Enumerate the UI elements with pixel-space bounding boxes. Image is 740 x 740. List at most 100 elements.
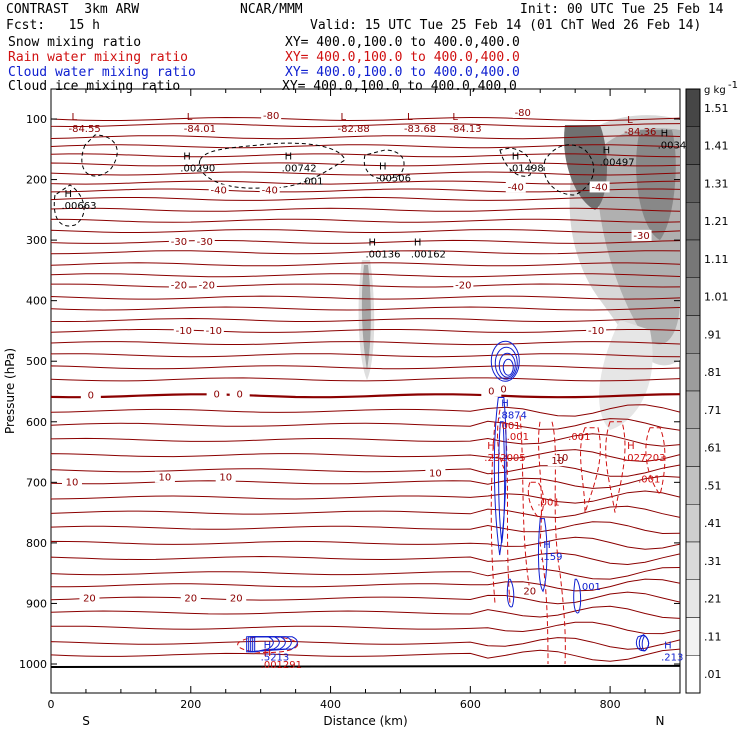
extremum-marker: L <box>187 112 193 123</box>
colorbar-label: .91 <box>704 328 722 341</box>
cloud-water-contour <box>537 518 548 593</box>
y-tick-label: 1000 <box>19 658 47 671</box>
isotherm-label: -10 <box>588 326 604 337</box>
colorbar-swatch <box>685 277 701 316</box>
isotherm-label-bg <box>168 235 189 247</box>
contour-label: .001 <box>579 582 601 593</box>
ice-shade-lower <box>599 320 653 430</box>
extremum-value: -83.68 <box>404 124 436 135</box>
cloud-water-contours <box>246 340 650 653</box>
contour-label: 10 <box>556 453 569 464</box>
isotherm-label-bg <box>261 109 282 121</box>
isotherm-label-bg <box>80 389 101 401</box>
cloud-water-contour <box>498 352 516 378</box>
cloud-water-contour <box>494 346 518 380</box>
extremum-marker: H <box>627 441 635 452</box>
contour-labels: -80 -80 -40 -40 -40 -40 -30 -30 -30 -20 -20 -20 -10 -… <box>61 106 686 671</box>
field-snow-name: Snow mixing ratio <box>8 35 142 50</box>
extremum-marker: H <box>501 398 509 409</box>
isotherm-label: 10 <box>159 472 172 483</box>
isotherm-label: -40 <box>211 185 227 196</box>
y-tick-label: 200 <box>26 174 47 187</box>
extremum-value: -84.01 <box>184 124 216 135</box>
snow-contour <box>81 134 118 177</box>
isotherm-label-bg <box>425 467 446 479</box>
temperature-isotherms <box>51 116 680 669</box>
isotherm-line <box>51 135 680 140</box>
rain-contour <box>645 427 666 496</box>
forecast-hour: Fcst: 15 h <box>6 18 100 33</box>
extremum-value: .00742 <box>282 163 317 174</box>
contour-label: .001 <box>498 421 520 432</box>
field-cloudice-xy: XY= 400.0,100.0 to 400.0,400.0 <box>282 79 517 94</box>
snow-contours <box>53 134 595 227</box>
field-rain-xy: XY= 400.0,100.0 to 400.0,400.0 <box>285 50 520 65</box>
extremum-marker: H <box>512 151 520 162</box>
isotherm-line <box>51 393 680 399</box>
colorbar-label: 1.01 <box>704 291 729 304</box>
colorbar-label: .41 <box>704 517 722 530</box>
field-cloudice-name: Cloud ice mixing ratio <box>8 79 181 94</box>
isotherm-label: -30 <box>633 231 649 242</box>
north-end-label: N <box>656 714 665 728</box>
isotherm-line <box>51 464 680 477</box>
cloud-water-contour <box>498 421 506 543</box>
colorbar-swatch <box>685 202 701 241</box>
isotherm-label: -40 <box>508 182 524 193</box>
x-tick-label: 600 <box>460 698 481 711</box>
isotherm-label-bg <box>173 324 194 336</box>
isotherm-label-bg <box>259 184 280 196</box>
y-tick-label: 300 <box>26 234 47 247</box>
colorbar-label: .21 <box>704 593 722 606</box>
field-rain-name: Rain water mixing ratio <box>8 50 189 65</box>
colorbar-label: 1.21 <box>704 215 729 228</box>
isotherm-label-bg <box>79 592 100 604</box>
colorbar-label: 1.51 <box>704 102 729 115</box>
x-tick-label: 0 <box>48 698 55 711</box>
colorbar-label: 1.11 <box>704 253 729 266</box>
isotherm-label-bg <box>168 279 189 291</box>
extremum-marker: H <box>183 151 191 162</box>
isotherm-line <box>51 475 680 489</box>
extremum-marker: H <box>661 128 669 139</box>
extremum-value: .00136 <box>366 249 401 260</box>
isotherm-label-bg <box>453 279 474 291</box>
colorbar-label: .51 <box>704 479 722 492</box>
isotherm-label: 20 <box>523 586 536 597</box>
isotherm-label-bg <box>481 385 502 397</box>
extremum-marker: L <box>452 112 458 123</box>
isotherm-line <box>51 295 680 300</box>
extremum-value: .159 <box>540 552 562 563</box>
x-tick-label: 200 <box>180 698 201 711</box>
isotherm-line <box>51 196 680 201</box>
rain-contour <box>527 481 544 520</box>
isotherm-label: -20 <box>171 281 187 292</box>
isotherm-line <box>51 605 680 619</box>
colorbar-label: 1.31 <box>704 177 729 190</box>
extremum-marker: L <box>407 112 413 123</box>
isotherm-line <box>51 273 680 278</box>
isotherm-line <box>51 207 680 212</box>
extremum-marker: H <box>285 151 293 162</box>
extremum-marker: H <box>664 641 672 652</box>
colorbar-swatch <box>685 579 701 618</box>
cloud-water-contour <box>254 636 274 653</box>
isotherm-label: 20 <box>230 594 243 605</box>
extremum-value: .00506 <box>376 174 411 185</box>
cloud-water-contour <box>502 358 514 376</box>
isotherm-label: 0 <box>88 391 94 402</box>
colorbar: 1.51 1.41 1.31 1.21 1.11 1.01 .91 .81 .71 .61 .51.… <box>685 80 738 694</box>
extremum-value: .00663 <box>61 201 96 212</box>
y-tick-label: 800 <box>26 537 47 550</box>
colorbar-label: .01 <box>704 668 722 681</box>
isotherm-label-bg <box>519 585 540 597</box>
contour-label: .001 <box>301 176 323 187</box>
extremum-marker: H <box>414 237 422 248</box>
isotherm-label-bg <box>586 324 607 336</box>
x-tick-label: 400 <box>320 698 341 711</box>
colorbar-swatch <box>685 353 701 392</box>
extremum-marker: H <box>369 237 377 248</box>
isotherm-label-bg <box>229 388 250 400</box>
rain-contour <box>551 421 566 665</box>
colorbar-label: .81 <box>704 366 722 379</box>
